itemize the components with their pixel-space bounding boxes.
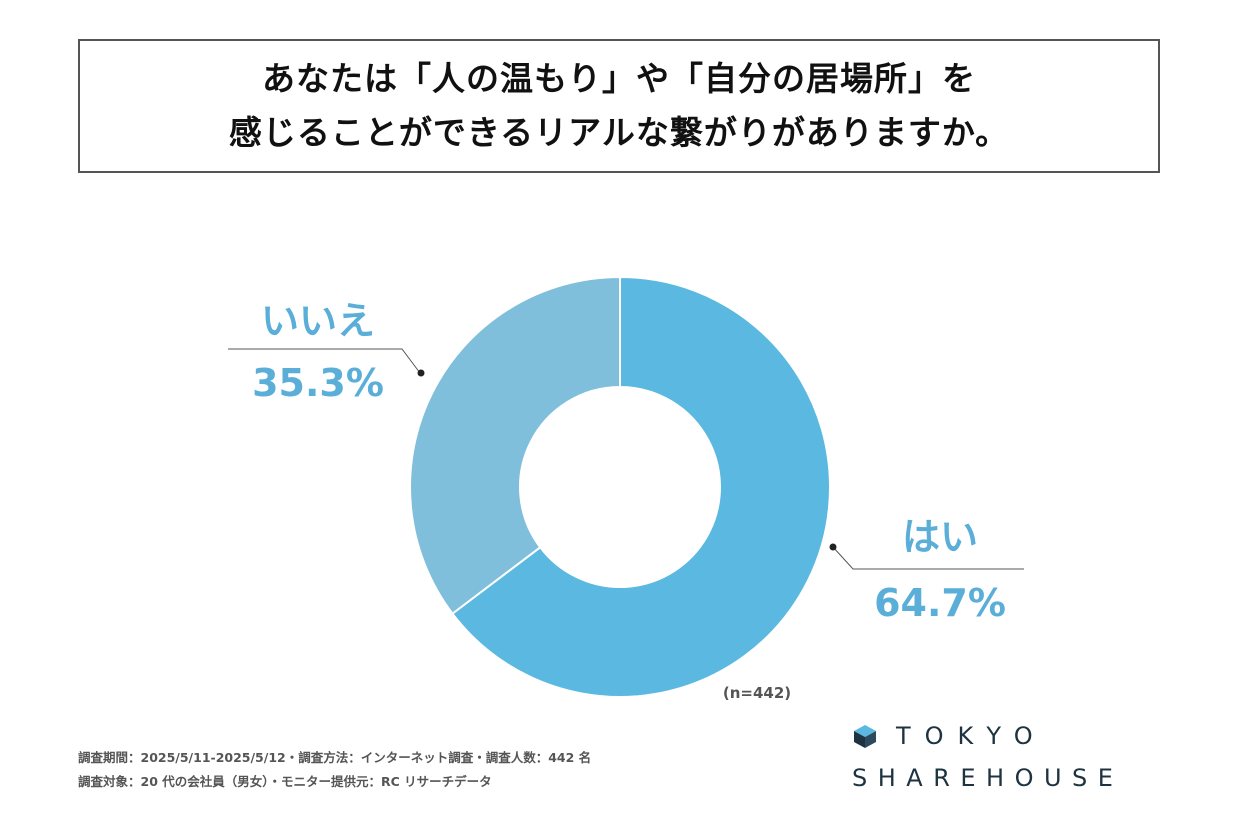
- logo-text-tokyo: TOKYO: [896, 722, 1047, 750]
- title-box: あなたは「人の温もり」や「自分の居場所」を 感じることができるリアルな繋がりがあ…: [78, 39, 1160, 173]
- leader-dot-yes: [829, 543, 837, 551]
- sample-size-note: (n=442): [723, 684, 791, 702]
- chart-title-line2: 感じることができるリアルな繋がりがありますか。: [228, 113, 1010, 152]
- leader-dot-no: [417, 369, 425, 377]
- brand-logo: TOKYO SHAREHOUSE: [852, 722, 1162, 794]
- survey-footer: 調査期間：2025/5/11-2025/5/12・調査方法：インターネット調査・…: [78, 746, 591, 794]
- logo-text-sharehouse: SHAREHOUSE: [852, 764, 1124, 792]
- leader-line-no: [228, 348, 421, 374]
- survey-info-line2: 調査対象：20 代の会社員（男女）・モニター提供元：RC リサーチデータ: [78, 774, 492, 789]
- label-no: いいえ: [261, 299, 375, 343]
- leader-line-yes: [832, 546, 1024, 570]
- chart-title-line1: あなたは「人の温もり」や「自分の居場所」を: [262, 59, 976, 98]
- slice-yes: [451, 275, 831, 698]
- house-cube-icon: [854, 725, 876, 748]
- value-no: 35.3%: [252, 361, 384, 405]
- label-yes: はい: [902, 515, 978, 559]
- survey-info-line1: 調査期間：2025/5/11-2025/5/12・調査方法：インターネット調査・…: [78, 750, 592, 765]
- value-yes: 64.7%: [874, 581, 1006, 625]
- slice-no: [409, 275, 621, 616]
